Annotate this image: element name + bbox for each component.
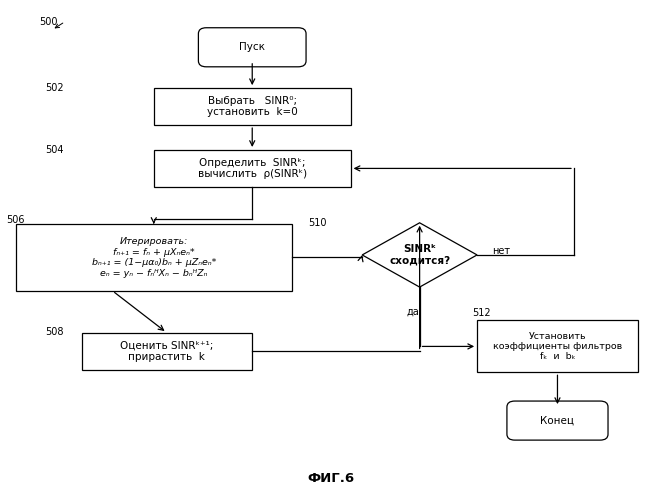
Text: ФИГ.6: ФИГ.6 (307, 472, 355, 485)
Text: Пуск: Пуск (239, 42, 265, 52)
Text: SINRᵏ
сходится?: SINRᵏ сходится? (389, 244, 450, 266)
Bar (16, 224, 292, 291)
Bar (154, 88, 351, 125)
Text: Конец: Конец (540, 416, 575, 426)
FancyBboxPatch shape (199, 28, 306, 67)
Text: Установить
коэффициенты фильтров
fₖ  и  bₖ: Установить коэффициенты фильтров fₖ и bₖ (493, 332, 622, 362)
Text: 508: 508 (46, 326, 64, 336)
Text: да: да (406, 307, 420, 317)
Text: 500: 500 (39, 16, 58, 26)
Text: 504: 504 (46, 144, 64, 154)
Text: Итерировать:
fₙ₊₁ = fₙ + μXₙeₙ*
bₙ₊₁ = (1−μα₀)bₙ + μZₙeₙ*
eₙ = yₙ − fₙᴴXₙ − bₙᴴZ: Итерировать: fₙ₊₁ = fₙ + μXₙeₙ* bₙ₊₁ = (… (91, 238, 216, 278)
Text: Выбрать   SINR⁰;
установить  k=0: Выбрать SINR⁰; установить k=0 (207, 96, 298, 118)
Text: 502: 502 (46, 83, 64, 93)
Text: нет: нет (492, 246, 510, 256)
Text: 510: 510 (308, 218, 326, 228)
Bar (81, 333, 252, 370)
Text: 506: 506 (6, 216, 24, 226)
Bar (477, 320, 638, 372)
Text: Оценить SINRᵏ⁺¹;
прирастить  k: Оценить SINRᵏ⁺¹; прирастить k (120, 340, 214, 362)
FancyBboxPatch shape (507, 401, 608, 440)
Text: Определить  SINRᵏ;
вычислить  ρ(SINRᵏ): Определить SINRᵏ; вычислить ρ(SINRᵏ) (198, 158, 307, 179)
Polygon shape (362, 223, 477, 287)
Bar (154, 150, 351, 187)
Text: 512: 512 (472, 308, 491, 318)
